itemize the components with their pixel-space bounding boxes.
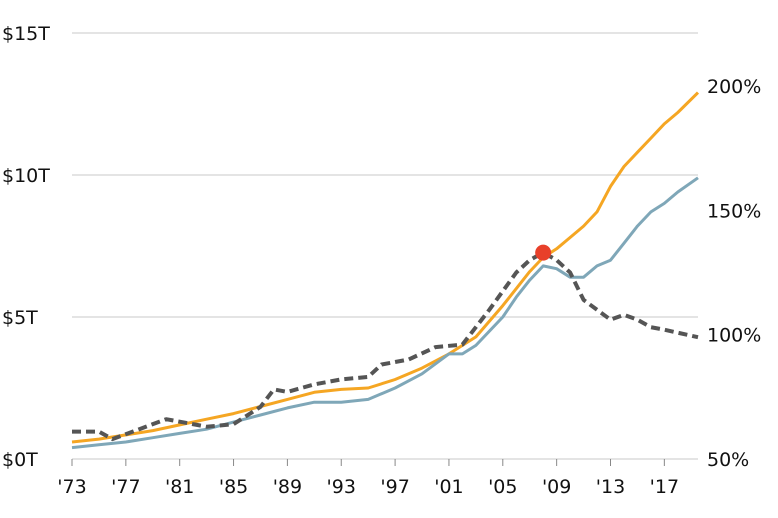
series-line-2 [72,250,699,442]
right-y-tick-label: 200% [707,76,761,98]
right-y-tick-label: 50% [707,449,749,471]
left-y-axis: $0T $5T $10T $15T [2,23,50,471]
x-tick-label: '73 [57,476,86,498]
x-tick-label: '17 [650,476,679,498]
x-axis: '73 '77 '81 '85 '89 '93 '97 '01 '05 '09 '13 '17 [57,459,679,498]
x-tick-label: '13 [596,476,625,498]
x-tick-label: '89 [273,476,302,498]
x-tick-label: '85 [219,476,248,498]
left-y-tick-label: $0T [2,449,38,471]
x-tick-label: '05 [488,476,517,498]
x-tick-label: '01 [434,476,463,498]
x-tick-label: '81 [165,476,194,498]
right-y-axis: 50% 100% 150% 200% [707,76,761,471]
x-tick-label: '93 [327,476,356,498]
annotations [535,244,552,261]
left-y-tick-label: $5T [2,307,38,329]
right-y-tick-label: 150% [707,200,761,222]
right-y-tick-label: 100% [707,325,761,347]
x-tick-label: '09 [542,476,571,498]
series-line-0 [71,91,700,444]
left-y-tick-label: $10T [2,165,50,187]
highlight-point [535,244,552,261]
series-group [71,91,700,450]
x-tick-label: '97 [380,476,409,498]
grid-lines [72,32,698,460]
left-y-tick-label: $15T [2,23,50,45]
x-tick-label: '77 [111,476,140,498]
